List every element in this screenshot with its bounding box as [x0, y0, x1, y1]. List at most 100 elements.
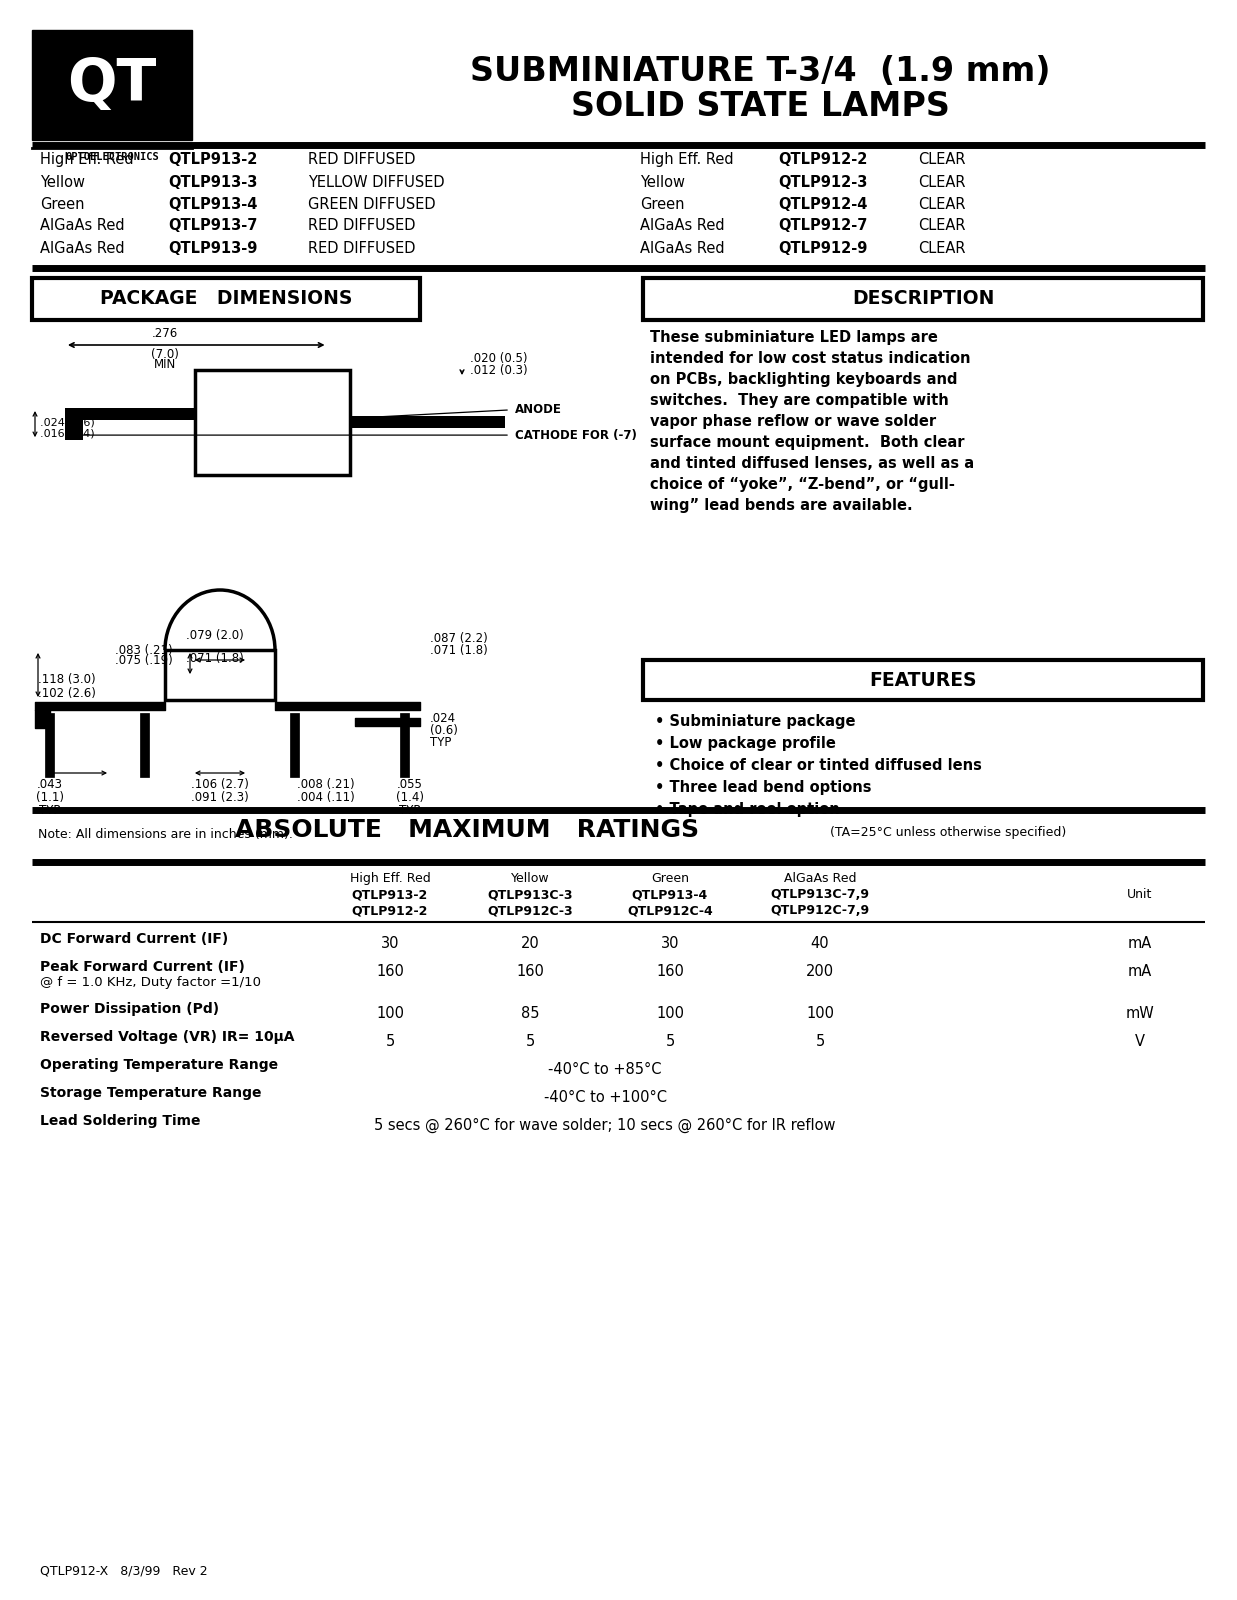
- Bar: [165, 650, 275, 701]
- Text: High Eff. Red: High Eff. Red: [350, 872, 430, 885]
- Text: -40°C to +100°C: -40°C to +100°C: [543, 1090, 667, 1106]
- Text: vapor phase reflow or wave solder: vapor phase reflow or wave solder: [649, 414, 936, 429]
- Text: AlGaAs Red: AlGaAs Red: [640, 218, 725, 234]
- Text: SUBMINIATURE T-3/4  (1.9 mm): SUBMINIATURE T-3/4 (1.9 mm): [470, 54, 1050, 88]
- Text: AlGaAs Red: AlGaAs Red: [40, 242, 125, 256]
- Text: RED DIFFUSED: RED DIFFUSED: [308, 152, 416, 166]
- Text: QTLP912-9: QTLP912-9: [778, 242, 867, 256]
- Text: TYP: TYP: [400, 803, 421, 818]
- Text: Yellow: Yellow: [40, 174, 85, 190]
- Text: TYP: TYP: [40, 803, 61, 818]
- Text: .106 (2.7): .106 (2.7): [190, 778, 249, 790]
- Text: choice of “yoke”, “Z-bend”, or “gull-: choice of “yoke”, “Z-bend”, or “gull-: [649, 477, 955, 493]
- Text: .043: .043: [37, 778, 63, 790]
- Text: QTLP912C-3: QTLP912C-3: [487, 904, 573, 917]
- Text: .091 (2.3): .091 (2.3): [192, 790, 249, 803]
- Bar: [66, 421, 83, 440]
- Bar: [32, 30, 192, 141]
- Text: QTLP912-2: QTLP912-2: [778, 152, 867, 166]
- Text: CLEAR: CLEAR: [918, 242, 966, 256]
- Text: Operating Temperature Range: Operating Temperature Range: [40, 1058, 278, 1072]
- Text: 5 secs @ 260°C for wave solder; 10 secs @ 260°C for IR reflow: 5 secs @ 260°C for wave solder; 10 secs …: [375, 1118, 836, 1133]
- Text: .087 (2.2): .087 (2.2): [430, 632, 487, 645]
- Text: 200: 200: [807, 963, 834, 979]
- Text: 160: 160: [376, 963, 404, 979]
- Text: 160: 160: [516, 963, 544, 979]
- Text: TYP: TYP: [430, 736, 452, 749]
- Text: 5: 5: [526, 1034, 534, 1050]
- Text: ANODE: ANODE: [515, 403, 562, 416]
- Text: QTLP913-4: QTLP913-4: [632, 888, 708, 901]
- Text: Green: Green: [640, 197, 684, 211]
- Text: 100: 100: [807, 1006, 834, 1021]
- Text: 100: 100: [656, 1006, 684, 1021]
- Text: High Eff. Red: High Eff. Red: [640, 152, 734, 166]
- Text: (0.6): (0.6): [430, 723, 458, 738]
- Bar: [643, 659, 1204, 701]
- Bar: [195, 370, 350, 475]
- Text: 5: 5: [386, 1034, 395, 1050]
- Text: .102 (2.6): .102 (2.6): [38, 686, 96, 699]
- Text: RED DIFFUSED: RED DIFFUSED: [308, 242, 416, 256]
- Bar: [66, 408, 195, 421]
- Bar: [643, 278, 1204, 320]
- Text: (1.4): (1.4): [396, 790, 424, 803]
- Text: AlGaAs Red: AlGaAs Red: [640, 242, 725, 256]
- Text: MIN: MIN: [153, 358, 176, 371]
- Text: DESCRIPTION: DESCRIPTION: [852, 290, 995, 309]
- Text: Storage Temperature Range: Storage Temperature Range: [40, 1086, 261, 1101]
- Text: .079 (2.0): .079 (2.0): [186, 629, 244, 642]
- Text: (7.0): (7.0): [151, 349, 179, 362]
- Text: .071 (1.8): .071 (1.8): [186, 653, 244, 666]
- Text: 5: 5: [666, 1034, 674, 1050]
- Text: 30: 30: [381, 936, 400, 950]
- Text: 85: 85: [521, 1006, 539, 1021]
- Text: DC Forward Current (IF): DC Forward Current (IF): [40, 931, 229, 946]
- Text: .016 (0.4): .016 (0.4): [40, 429, 94, 438]
- Text: YELLOW DIFFUSED: YELLOW DIFFUSED: [308, 174, 444, 190]
- Text: Yellow: Yellow: [511, 872, 549, 885]
- Text: Lead Soldering Time: Lead Soldering Time: [40, 1114, 200, 1128]
- Text: QT: QT: [67, 56, 157, 114]
- Text: FEATURES: FEATURES: [870, 670, 977, 690]
- Text: 100: 100: [376, 1006, 404, 1021]
- Text: .276: .276: [152, 326, 178, 341]
- Text: @ f = 1.0 KHz, Duty factor =1/10: @ f = 1.0 KHz, Duty factor =1/10: [40, 976, 261, 989]
- Text: These subminiature LED lamps are: These subminiature LED lamps are: [649, 330, 938, 346]
- Text: QTLP913C-7,9: QTLP913C-7,9: [771, 888, 870, 901]
- Text: CLEAR: CLEAR: [918, 197, 966, 211]
- Text: QTLP913C-3: QTLP913C-3: [487, 888, 573, 901]
- Text: mA: mA: [1128, 963, 1152, 979]
- Text: • Low package profile: • Low package profile: [656, 736, 836, 750]
- Text: AlGaAs Red: AlGaAs Red: [40, 218, 125, 234]
- Text: CLEAR: CLEAR: [918, 152, 966, 166]
- Text: QTLP913-7: QTLP913-7: [168, 218, 257, 234]
- Text: PACKAGE   DIMENSIONS: PACKAGE DIMENSIONS: [100, 290, 353, 309]
- Text: Green: Green: [40, 197, 84, 211]
- Text: 5: 5: [815, 1034, 825, 1050]
- Text: ABSOLUTE   MAXIMUM   RATINGS: ABSOLUTE MAXIMUM RATINGS: [235, 818, 699, 842]
- Text: Peak Forward Current (IF): Peak Forward Current (IF): [40, 960, 245, 974]
- Text: AlGaAs Red: AlGaAs Red: [784, 872, 856, 885]
- Text: QTLP912-2: QTLP912-2: [351, 904, 428, 917]
- Text: High Eff. Red: High Eff. Red: [40, 152, 134, 166]
- Text: -40°C to +85°C: -40°C to +85°C: [548, 1062, 662, 1077]
- Text: .008 (.21): .008 (.21): [297, 778, 355, 790]
- Text: OPTOELECTRONICS: OPTOELECTRONICS: [66, 152, 158, 162]
- Text: QTLP912-X   8/3/99   Rev 2: QTLP912-X 8/3/99 Rev 2: [40, 1565, 208, 1578]
- Text: QTLP912C-4: QTLP912C-4: [627, 904, 713, 917]
- Text: QTLP913-2: QTLP913-2: [351, 888, 428, 901]
- Text: • Three lead bend options: • Three lead bend options: [656, 781, 872, 795]
- Text: QTLP912-4: QTLP912-4: [778, 197, 867, 211]
- Text: QTLP912-7: QTLP912-7: [778, 218, 867, 234]
- Text: CLEAR: CLEAR: [918, 174, 966, 190]
- Text: .020 (0.5): .020 (0.5): [470, 352, 527, 365]
- Text: .004 (.11): .004 (.11): [297, 790, 355, 803]
- Text: (1.1): (1.1): [36, 790, 64, 803]
- Text: .071 (1.8): .071 (1.8): [430, 643, 487, 658]
- Bar: [350, 416, 505, 429]
- Text: RED DIFFUSED: RED DIFFUSED: [308, 218, 416, 234]
- Text: switches.  They are compatible with: switches. They are compatible with: [649, 394, 949, 408]
- Text: QTLP913-3: QTLP913-3: [168, 174, 257, 190]
- Text: intended for low cost status indication: intended for low cost status indication: [649, 350, 971, 366]
